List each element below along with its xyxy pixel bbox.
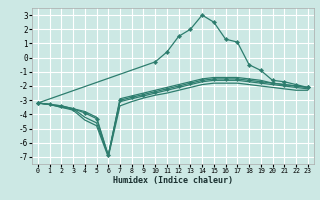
X-axis label: Humidex (Indice chaleur): Humidex (Indice chaleur) xyxy=(113,176,233,185)
